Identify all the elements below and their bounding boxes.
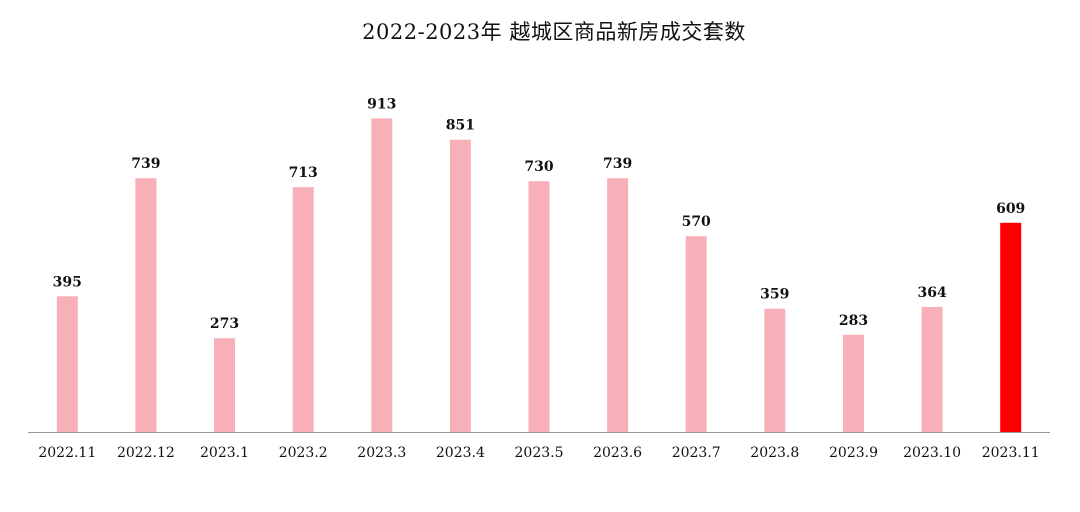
bar xyxy=(56,296,78,432)
bar xyxy=(528,181,550,432)
bar xyxy=(214,338,235,432)
bar xyxy=(843,334,864,432)
data-label: 283 xyxy=(839,313,868,329)
data-label: 730 xyxy=(524,159,553,175)
chart-title: 2022-2023年 越城区商品新房成交套数 xyxy=(362,20,746,44)
x-tick-label: 2023.5 xyxy=(515,445,564,461)
x-tick-label: 2022.11 xyxy=(38,445,96,461)
x-tick-label: 2023.7 xyxy=(672,445,721,461)
bar xyxy=(764,308,786,432)
data-label: 913 xyxy=(367,96,396,112)
bar xyxy=(135,178,157,432)
data-label: 273 xyxy=(210,316,239,332)
bar xyxy=(1000,222,1022,432)
x-tick-label: 2023.6 xyxy=(593,445,642,461)
data-label: 570 xyxy=(682,214,711,230)
x-tick-label: 2022.12 xyxy=(117,445,175,461)
x-tick-label: 2023.10 xyxy=(903,445,961,461)
x-tick-label: 2023.9 xyxy=(829,445,878,461)
data-label: 851 xyxy=(446,118,475,134)
bar xyxy=(371,118,393,433)
bar xyxy=(292,187,314,432)
x-tick-label: 2023.2 xyxy=(279,445,328,461)
data-label: 395 xyxy=(53,274,82,290)
data-label: 739 xyxy=(131,156,160,172)
data-label: 713 xyxy=(289,165,318,181)
data-label: 364 xyxy=(917,285,946,301)
x-tick-label: 2023.8 xyxy=(750,445,799,461)
data-label: 359 xyxy=(760,287,789,303)
x-tick-label: 2023.4 xyxy=(436,445,485,461)
x-tick-label: 2023.3 xyxy=(357,445,406,461)
x-tick-label: 2023.1 xyxy=(200,445,249,461)
data-label: 609 xyxy=(996,201,1025,217)
bar xyxy=(607,178,629,432)
bar xyxy=(685,236,707,432)
bar xyxy=(449,139,471,432)
data-label: 739 xyxy=(603,156,632,172)
bar xyxy=(921,307,943,432)
x-tick-label: 2023.11 xyxy=(982,445,1040,461)
